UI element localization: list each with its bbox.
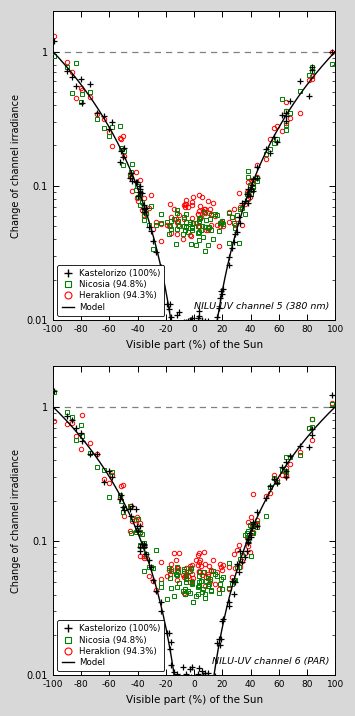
Text: NILU-UV channel 6 (PAR): NILU-UV channel 6 (PAR) xyxy=(212,657,329,666)
Legend: Kastelorizo (100%), Nicosia (94.8%), Heraklion (94.3%), Model: Kastelorizo (100%), Nicosia (94.8%), Her… xyxy=(57,265,164,316)
Y-axis label: Change of channel irradiance: Change of channel irradiance xyxy=(11,449,21,593)
X-axis label: Visible part (%) of the Sun: Visible part (%) of the Sun xyxy=(126,695,263,705)
Text: NILU-UV channel 5 (380 nm): NILU-UV channel 5 (380 nm) xyxy=(194,302,329,311)
Y-axis label: Change of channel irradiance: Change of channel irradiance xyxy=(11,94,21,238)
Legend: Kastelorizo (100%), Nicosia (94.8%), Heraklion (94.3%), Model: Kastelorizo (100%), Nicosia (94.8%), Her… xyxy=(57,620,164,671)
X-axis label: Visible part (%) of the Sun: Visible part (%) of the Sun xyxy=(126,339,263,349)
